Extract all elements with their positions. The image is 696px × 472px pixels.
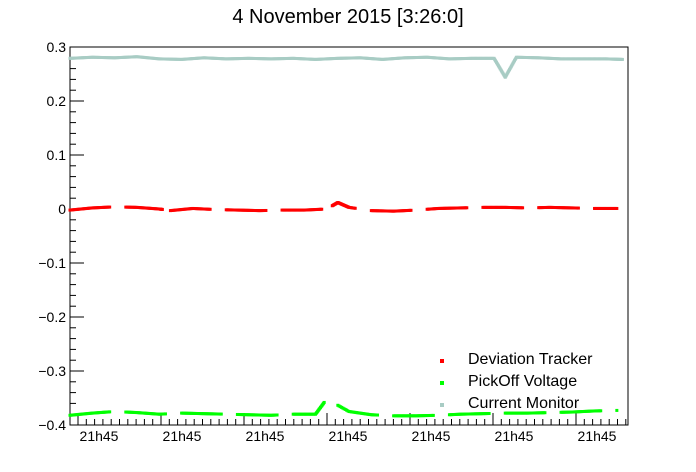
data-point [431,413,435,417]
data-point [108,410,112,414]
x-tick-label: 21h45 [578,428,617,444]
data-point [163,412,167,416]
data-point [599,409,603,413]
data-point [219,412,223,416]
data-point [615,408,619,412]
x-tick-label: 21h45 [163,428,202,444]
x-tick-label: 21h45 [329,428,368,444]
x-tick-label: 21h45 [246,428,285,444]
data-point [108,205,112,209]
plot-frame [69,46,629,426]
data-point [275,413,279,417]
legend-item-current-monitor: Current Monitor [430,394,630,416]
legend-marker-pickoff-voltage [440,381,444,385]
y-tick-label: 0.2 [47,93,67,109]
y-tick-label: 0.3 [47,39,67,55]
data-point [620,57,624,61]
data-point [208,207,212,211]
data-point [521,206,525,210]
data-point [487,412,491,416]
y-tick-label: 0.1 [47,147,67,163]
legend-item-pickoff-voltage: PickOff Voltage [430,372,630,394]
data-point [322,400,326,404]
data-point [353,206,357,210]
data-point [409,208,413,212]
data-point [160,207,164,211]
legend-marker-current-monitor [440,403,444,407]
data-point [320,207,324,211]
chart-title: 4 November 2015 [3:26:0] [232,6,464,28]
legend-item-deviation-tracker: Deviation Tracker [430,350,630,372]
legend-marker-deviation-tracker [440,359,444,363]
y-tick-label: −0.2 [38,309,66,325]
legend-label: Deviation Tracker [468,351,593,368]
data-point [615,206,619,210]
data-point [376,413,380,417]
legend-label: PickOff Voltage [468,373,578,390]
data-point [264,208,268,212]
data-point [576,206,580,210]
data-point [465,206,469,210]
x-tick-label: 21h45 [495,428,534,444]
legend-label: Current Monitor [468,395,580,412]
y-tick-label: −0.4 [38,417,66,433]
y-tick-label: 0 [58,201,66,217]
data-point [543,411,547,415]
x-tick-label: 21h45 [412,428,451,444]
y-tick-label: −0.3 [38,363,66,379]
legend: Deviation Tracker PickOff Voltage Curren… [430,350,630,416]
y-tick-label: −0.1 [38,255,66,271]
x-tick-label: 21h45 [80,428,119,444]
